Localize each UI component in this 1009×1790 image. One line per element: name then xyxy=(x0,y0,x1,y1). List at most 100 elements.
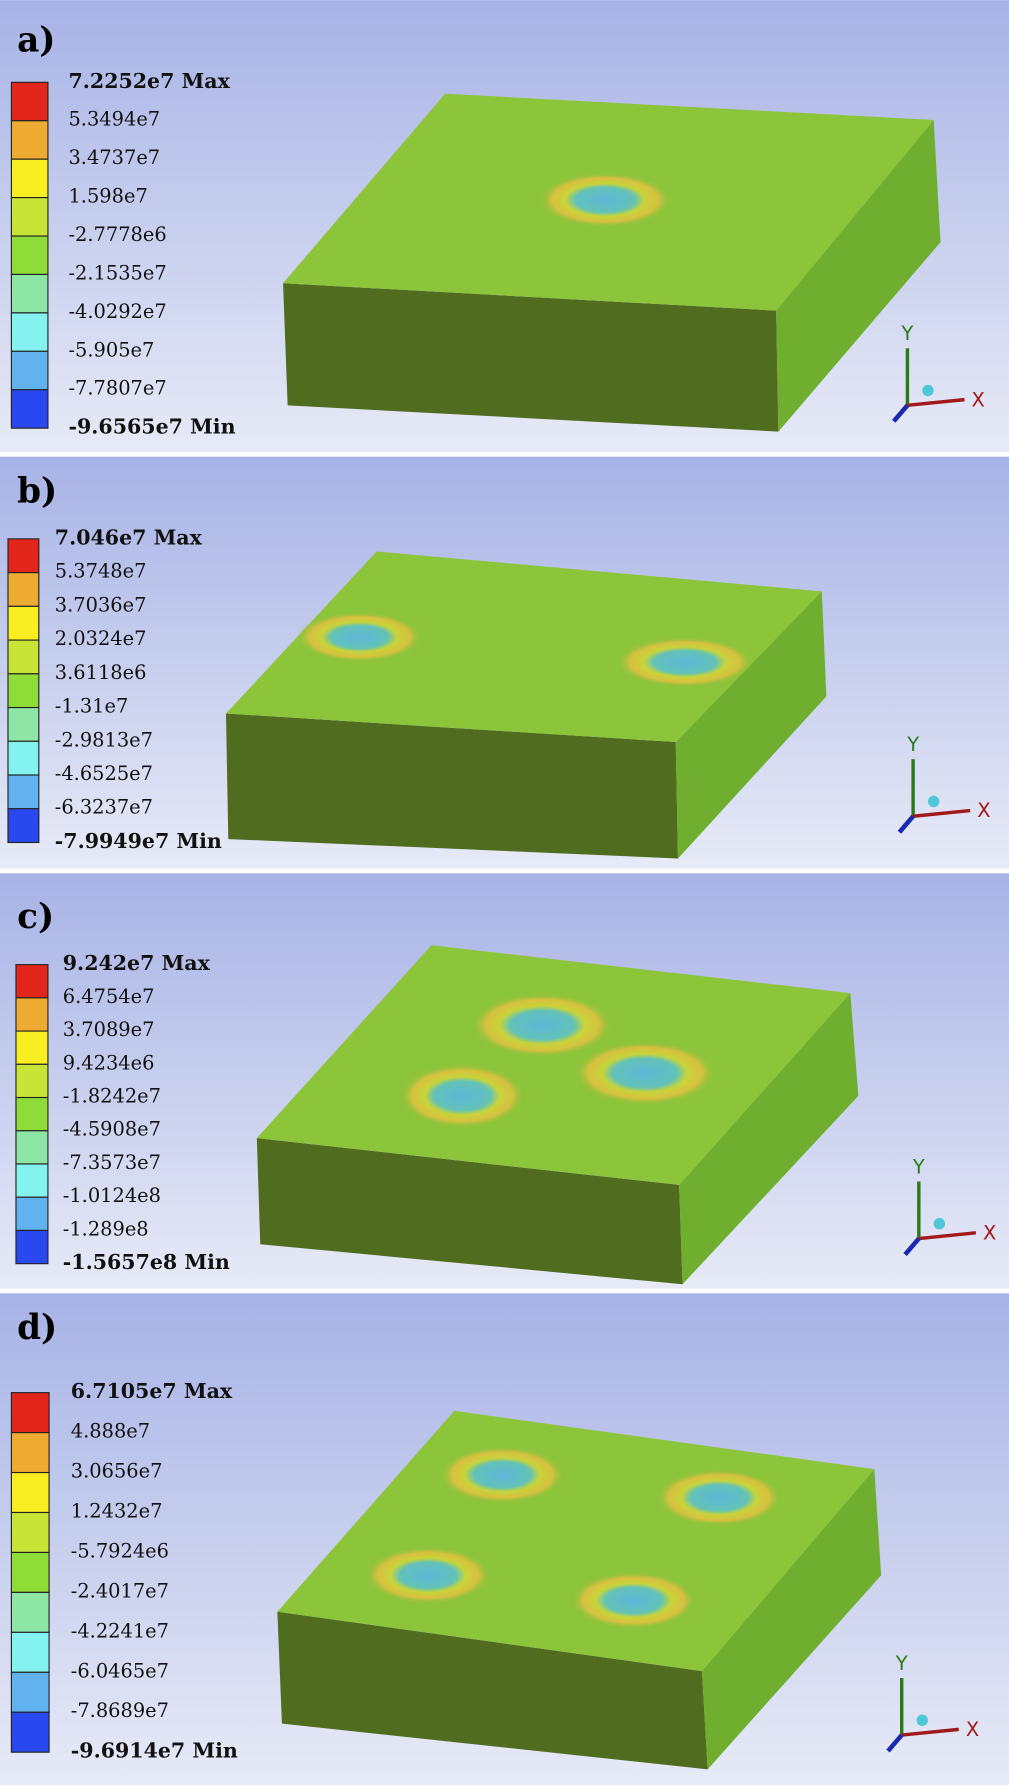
legend-swatch xyxy=(7,808,40,844)
legend-swatch xyxy=(10,312,49,352)
axis-z xyxy=(886,1733,904,1753)
legend-swatch xyxy=(10,197,49,237)
box-top xyxy=(256,945,851,1185)
legend-swatch xyxy=(7,572,40,607)
legend-label: -5.905e7 xyxy=(68,338,154,361)
legend-swatch xyxy=(7,605,40,641)
panel: d) 6.7105e7 Max 4.888e7 3.0656e7 1.2432e7 -5.… xyxy=(0,1293,1009,1790)
legend-swatch xyxy=(10,1591,50,1633)
legend-label: -5.7924e6 xyxy=(71,1539,169,1562)
contour-spot xyxy=(538,172,672,228)
legend-label: -9.6565e7 Min xyxy=(68,415,235,439)
contour-spot xyxy=(471,993,613,1058)
axis-y-label: Y xyxy=(900,322,913,345)
legend-swatch xyxy=(10,235,49,276)
legend-label: 6.7105e7 Max xyxy=(71,1379,233,1403)
legend-label: 9.4234e6 xyxy=(63,1051,155,1074)
legend-swatch xyxy=(15,964,49,999)
panel: b) 7.046e7 Max 5.3748e7 3.7036e7 2.0324e7 3.6… xyxy=(0,456,1009,874)
legend-label: 4.888e7 xyxy=(71,1420,150,1443)
legend-label: 2.0324e7 xyxy=(55,627,147,650)
legend-label: -1.5657e8 Min xyxy=(63,1250,230,1274)
legend-label: -4.0292e7 xyxy=(68,300,166,323)
axis-z xyxy=(897,814,915,834)
axis-z xyxy=(891,403,910,423)
contour-spot xyxy=(399,1063,526,1128)
legend-label: -6.3237e7 xyxy=(55,796,153,819)
legend-label: 1.2432e7 xyxy=(71,1499,163,1522)
axis-x-label: X xyxy=(966,1718,979,1741)
axis-origin xyxy=(927,795,940,808)
legend-swatch xyxy=(15,1229,49,1265)
legend-label: 3.7089e7 xyxy=(63,1018,155,1041)
legend-swatch xyxy=(10,120,49,160)
axis-origin xyxy=(933,1218,946,1230)
legend-label: 5.3494e7 xyxy=(68,108,160,131)
legend-swatch xyxy=(10,1471,50,1514)
legend-swatch xyxy=(10,1711,50,1753)
legend-swatch xyxy=(7,740,40,776)
legend-label: -2.1535e7 xyxy=(68,261,166,284)
legend-label: 6.4754e7 xyxy=(63,985,155,1008)
legend-swatch xyxy=(15,1030,49,1065)
legend-swatch xyxy=(10,1392,50,1434)
contour-spot xyxy=(656,1469,782,1527)
box-side xyxy=(675,591,827,859)
legend-label: -7.7807e7 xyxy=(68,377,166,400)
legend-swatch xyxy=(15,1163,49,1198)
panel-label: b) xyxy=(17,471,57,511)
axis-x xyxy=(907,397,965,408)
panel-separator xyxy=(0,1288,1009,1294)
axis-origin xyxy=(916,1714,928,1726)
axis-x xyxy=(901,1727,959,1737)
axis-z xyxy=(903,1237,921,1257)
legend-label: 3.6118e6 xyxy=(55,661,147,684)
legend-swatch xyxy=(10,81,49,122)
box-side xyxy=(701,1469,882,1770)
legend-swatch xyxy=(15,1196,49,1232)
legend-label: -4.5908e7 xyxy=(63,1118,161,1141)
legend-label: -9.6914e7 Min xyxy=(71,1739,238,1763)
panel-label: a) xyxy=(17,21,55,61)
panel-separator xyxy=(0,1785,1009,1790)
panel-separator xyxy=(0,868,1009,874)
legend-label: 9.242e7 Max xyxy=(63,951,211,975)
legend-label: 3.4737e7 xyxy=(68,146,160,169)
legend-swatch xyxy=(15,997,49,1032)
axis-y-label: Y xyxy=(895,1652,908,1675)
axis-origin xyxy=(922,384,934,397)
legend-label: -1.289e8 xyxy=(63,1217,149,1240)
axis-x-label: X xyxy=(983,1221,996,1244)
panel-label: d) xyxy=(17,1308,57,1348)
axis-x-label: X xyxy=(977,799,990,822)
legend-swatch xyxy=(10,273,49,314)
box-front xyxy=(256,1138,683,1285)
axis-y-label: Y xyxy=(912,1155,925,1178)
box-top xyxy=(225,551,822,743)
legend-swatch xyxy=(7,706,40,742)
panel-separator xyxy=(0,452,1009,457)
legend-swatch xyxy=(15,1096,49,1132)
contour-spot xyxy=(296,611,423,663)
box-front xyxy=(225,713,678,859)
legend-swatch xyxy=(15,1130,49,1165)
legend-label: -7.8689e7 xyxy=(71,1699,169,1722)
legend-swatch xyxy=(10,1511,50,1554)
legend-swatch xyxy=(10,1671,50,1713)
legend-swatch xyxy=(10,1432,50,1474)
legend-label: 3.7036e7 xyxy=(55,593,147,616)
legend-label: -1.8242e7 xyxy=(63,1085,161,1108)
contour-spot xyxy=(574,1041,716,1106)
legend-label: -2.9813e7 xyxy=(55,728,153,751)
legend-label: -4.6525e7 xyxy=(55,762,153,785)
axis-x xyxy=(912,808,971,818)
axis-x xyxy=(918,1231,977,1241)
legend-label: -7.9949e7 Min xyxy=(55,829,222,853)
legend-label: -4.2241e7 xyxy=(71,1619,169,1642)
legend-swatch xyxy=(10,389,49,429)
contour-spot xyxy=(616,637,754,688)
legend-swatch xyxy=(7,673,40,709)
legend-swatch xyxy=(7,639,40,675)
contour-spot xyxy=(439,1446,565,1504)
